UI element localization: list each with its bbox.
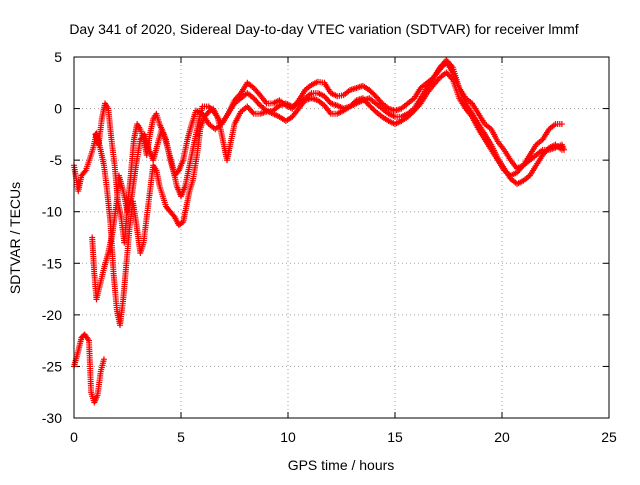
x-tick-label: 5 <box>177 429 185 445</box>
series-track-d <box>89 69 568 303</box>
y-tick-label: -30 <box>42 410 62 426</box>
data-point <box>100 356 107 363</box>
y-tick-label: -15 <box>42 255 62 271</box>
x-axis-label: GPS time / hours <box>288 457 395 473</box>
plot-frame <box>73 56 610 419</box>
y-axis-label: SDTVAR / TECUs <box>7 182 23 294</box>
x-tick-label: 10 <box>280 429 296 445</box>
y-tick-label: -25 <box>42 358 62 374</box>
x-tick-label: 20 <box>494 429 510 445</box>
series-track-c <box>92 59 565 246</box>
y-tick-label: 5 <box>54 49 62 65</box>
x-tick-label: 25 <box>601 429 617 445</box>
y-tick-label: -20 <box>42 307 62 323</box>
y-tick-label: -10 <box>42 204 62 220</box>
data-points <box>71 57 568 406</box>
y-tick-label: -5 <box>50 152 63 168</box>
x-tick-label: 15 <box>387 429 403 445</box>
x-tick-label: 0 <box>70 429 78 445</box>
series-track-a <box>71 331 107 406</box>
data-point <box>174 168 181 175</box>
chart-title: Day 341 of 2020, Sidereal Day-to-day VTE… <box>69 21 578 37</box>
y-tick-label: 0 <box>54 101 62 117</box>
data-point <box>561 146 568 153</box>
data-point <box>81 168 88 175</box>
data-point <box>558 121 565 128</box>
tick-labels: 0 5 10 15 20 25 5 0 -5 -10 -15 -20 -25 -30 <box>42 49 617 445</box>
